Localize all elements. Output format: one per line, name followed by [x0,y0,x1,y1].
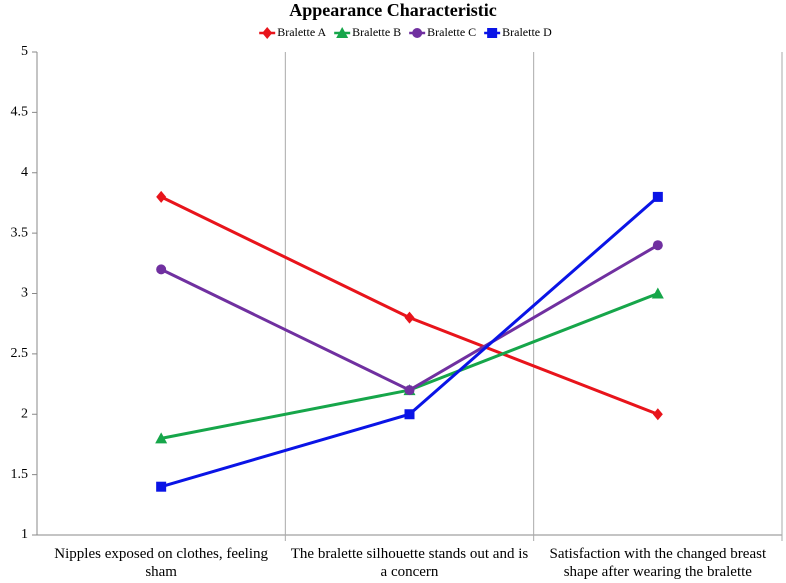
marker [155,432,168,444]
y-tick-label: 4 [21,165,28,180]
legend-label: Bralette A [277,25,326,39]
marker [404,385,415,396]
series-line [160,195,659,489]
legend-label: Bralette D [502,25,552,39]
marker [336,27,349,38]
legend-item: Bralette A [259,25,327,39]
x-tick-label: The bralette silhouette stands out and i… [290,546,529,580]
y-tick-label: 1 [21,527,28,542]
marker [404,409,415,420]
x-tick-label: Satisfaction with the changed breast sha… [549,546,767,580]
marker [156,481,167,492]
x-tick-label: Nipples exposed on clothes, feeling sham [54,546,268,580]
y-tick-label: 2.5 [11,346,29,361]
marker [262,27,273,39]
y-tick-label: 4.5 [11,105,29,120]
marker [651,287,664,299]
marker [652,191,663,202]
legend-item: Bralette D [484,25,552,39]
marker [404,311,415,324]
y-tick-label: 1.5 [11,467,29,482]
legend: Bralette A Bralette B Bralette C Bralette D [259,25,552,39]
chart-title: Appearance Characteristic [289,0,496,20]
marker [652,408,663,421]
legend-item: Bralette C [409,25,476,39]
marker [652,240,663,251]
y-tick-label: 3 [21,286,28,301]
legend-label: Bralette B [352,25,401,39]
marker [487,28,498,38]
marker [412,28,423,38]
y-tick-label: 3.5 [11,225,29,240]
marker [156,264,167,275]
legend-item: Bralette B [334,25,401,39]
y-tick-label: 5 [21,44,28,59]
legend-label: Bralette C [427,25,476,39]
y-tick-label: 2 [21,406,28,421]
marker [156,190,167,203]
